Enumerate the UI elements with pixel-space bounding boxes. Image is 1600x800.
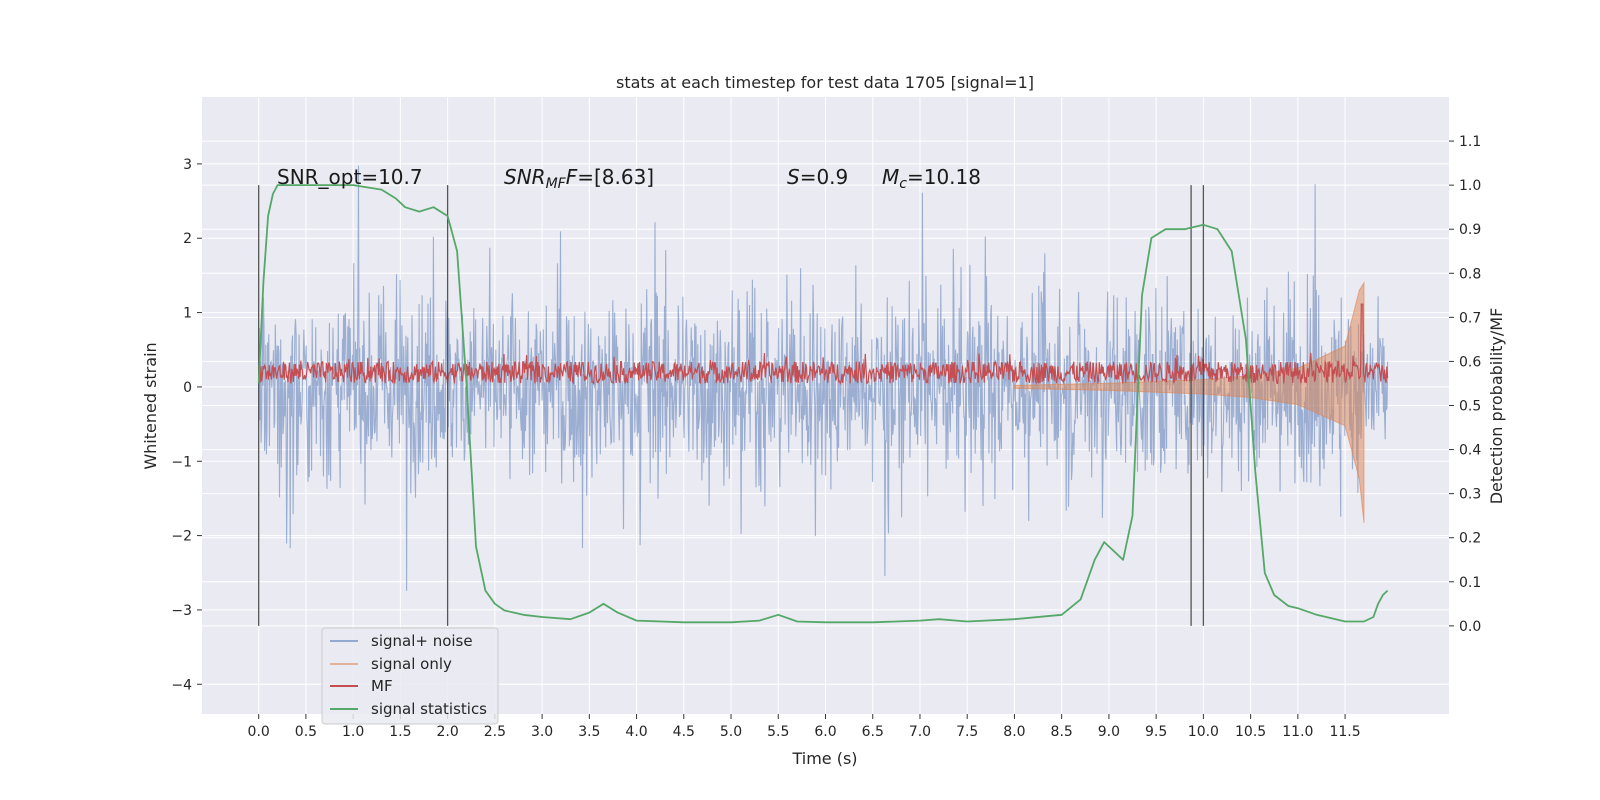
y-tick-label: −4 xyxy=(171,677,192,693)
annotation-snr-opt: SNR_opt=10.7 xyxy=(277,165,423,189)
y2-tick-label: 0.2 xyxy=(1459,531,1481,547)
annotation-s: S=0.9 xyxy=(787,165,848,189)
x-tick-label: 7.5 xyxy=(956,724,978,740)
x-axis: 0.0 0.5 1.0 1.5 2.0 2.5 3.0 3.5 4.0 4.5 5.0 5.5 6.0 6… xyxy=(248,714,1361,740)
y2-tick-label: 0.7 xyxy=(1459,310,1481,326)
y2-tick-label: 0.4 xyxy=(1459,443,1481,459)
x-tick-label: 7.0 xyxy=(909,724,931,740)
y-axis-title: Whitened strain xyxy=(141,342,160,469)
annotation-mc-sub: c xyxy=(899,176,907,192)
x-tick-label: 3.5 xyxy=(578,724,600,740)
legend-label-signal: signal only xyxy=(371,655,452,673)
annotation-mc: Mc=10.18 xyxy=(882,165,981,192)
y-tick-label: −3 xyxy=(171,603,192,619)
series-mf xyxy=(258,303,1389,386)
signal-statistics-line xyxy=(257,184,1389,624)
x-tick-label: 5.0 xyxy=(720,724,742,740)
y2-tick-label: 0.1 xyxy=(1459,575,1481,591)
x-tick-label: 11.5 xyxy=(1329,724,1360,740)
x-tick-label: 0.5 xyxy=(295,724,317,740)
annotation-mc-main: M xyxy=(882,165,899,189)
y2-tick-label: 0.9 xyxy=(1459,222,1481,238)
annotation-s-main: S xyxy=(787,165,800,189)
y2-tick-label: 0.0 xyxy=(1459,619,1481,635)
annotation-snr-mf: SNRMFF=[8.63] xyxy=(504,165,654,192)
annotation-snr-mf-sub: MF xyxy=(546,176,567,192)
y2-axis-title: Detection probability/MF xyxy=(1487,308,1506,505)
annotation-mc-value: =10.18 xyxy=(907,165,981,189)
y-tick-label: 0 xyxy=(183,380,192,396)
x-tick-label: 6.5 xyxy=(862,724,884,740)
series-signal-only xyxy=(1013,281,1365,524)
x-tick-label: 10.0 xyxy=(1188,724,1219,740)
x-tick-label: 9.5 xyxy=(1145,724,1167,740)
annotation-snr-mf-main: SNR xyxy=(504,165,546,189)
mf-line xyxy=(258,303,1389,386)
x-tick-label: 2.5 xyxy=(484,724,506,740)
x-tick-label: 4.0 xyxy=(625,724,647,740)
y2-tick-label: 0.3 xyxy=(1459,487,1481,503)
annotation-s-value: =0.9 xyxy=(800,165,849,189)
y-tick-label: −2 xyxy=(171,529,192,545)
y-axis: −4 −3 −2 −1 0 1 2 3 xyxy=(171,157,202,693)
x-tick-label: 8.5 xyxy=(1051,724,1073,740)
y-tick-label: 3 xyxy=(183,157,192,173)
x-tick-label: 10.5 xyxy=(1235,724,1266,740)
x-tick-label: 1.0 xyxy=(342,724,364,740)
legend-label-stats: signal statistics xyxy=(371,700,487,718)
x-tick-label: 4.5 xyxy=(673,724,695,740)
series-signal-statistics xyxy=(257,184,1389,624)
y-tick-label: 2 xyxy=(183,231,192,247)
x-tick-label: 11.0 xyxy=(1282,724,1313,740)
annotation-snr-mf-value: =[8.63] xyxy=(577,165,654,189)
x-tick-label: 3.0 xyxy=(531,724,553,740)
y2-tick-label: 0.8 xyxy=(1459,266,1481,282)
x-axis-title: Time (s) xyxy=(791,749,857,768)
x-tick-label: 0.0 xyxy=(248,724,270,740)
x-tick-label: 2.0 xyxy=(436,724,458,740)
legend-label-noise: signal+ noise xyxy=(371,632,473,650)
x-tick-label: 6.0 xyxy=(814,724,836,740)
y-tick-label: −1 xyxy=(171,454,192,470)
chart-title: stats at each timestep for test data 170… xyxy=(616,73,1034,92)
vertical-markers xyxy=(258,185,1205,626)
y2-tick-label: 1.0 xyxy=(1459,178,1481,194)
annotation-snr-mf-f: F xyxy=(566,165,578,189)
y2-tick-label: 0.5 xyxy=(1459,399,1481,415)
x-tick-label: 5.5 xyxy=(767,724,789,740)
y2-tick-label: 0.6 xyxy=(1459,354,1481,370)
signal-only-envelope xyxy=(1013,281,1365,524)
x-tick-label: 8.0 xyxy=(1003,724,1025,740)
legend-box xyxy=(321,627,499,725)
legend-label-mf: MF xyxy=(371,677,393,695)
x-tick-label: 9.0 xyxy=(1098,724,1120,740)
x-tick-label: 1.5 xyxy=(389,724,411,740)
y2-tick-label: 1.1 xyxy=(1459,134,1481,150)
y2-axis: 0.0 0.1 0.2 0.3 0.4 0.5 0.6 0.7 0.8 0.9 1.0 1.1 xyxy=(1449,134,1481,635)
legend: signal+ noise signal only MF signal stat… xyxy=(321,627,499,725)
y-tick-label: 1 xyxy=(183,306,192,322)
